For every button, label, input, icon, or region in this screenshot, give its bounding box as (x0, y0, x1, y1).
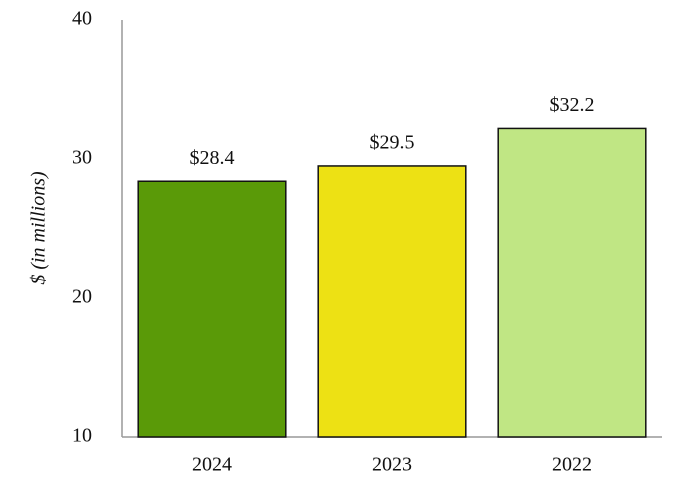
value-label: $32.2 (550, 94, 595, 116)
x-tick-label: 2024 (192, 454, 232, 476)
bar (497, 127, 647, 438)
y-tick-label: 10 (72, 425, 92, 447)
y-tick-label: 20 (72, 286, 92, 308)
bar (317, 165, 467, 438)
value-label: $28.4 (190, 147, 235, 169)
y-tick-label: 30 (72, 147, 92, 169)
y-tick-label: 40 (72, 8, 92, 30)
x-tick-label: 2023 (372, 454, 412, 476)
bar (137, 180, 287, 438)
y-axis-label: $ (in millions) (28, 171, 50, 285)
x-tick-label: 2022 (552, 454, 592, 476)
value-label: $29.5 (370, 132, 415, 154)
